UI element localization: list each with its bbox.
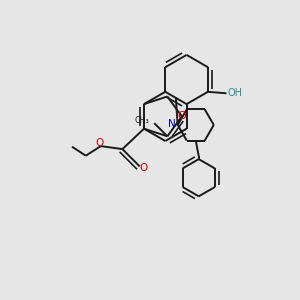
Text: O: O	[95, 138, 104, 148]
Text: O: O	[140, 163, 148, 173]
Text: O: O	[178, 111, 186, 122]
Text: CH₃: CH₃	[135, 116, 150, 125]
Text: OH: OH	[227, 88, 242, 98]
Text: N: N	[168, 119, 175, 129]
